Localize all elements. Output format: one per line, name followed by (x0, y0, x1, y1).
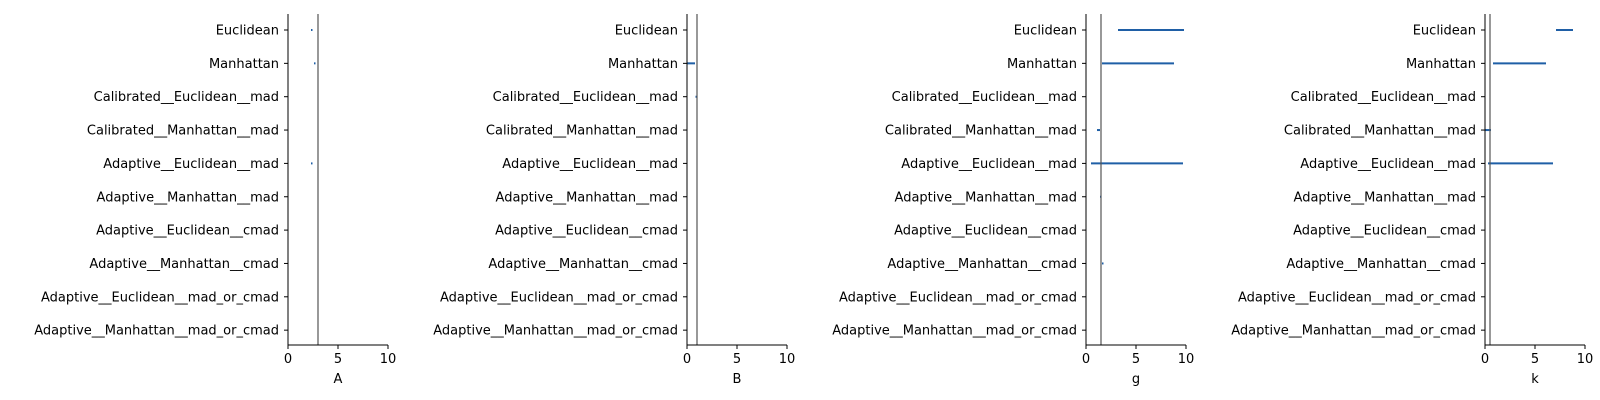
y-tick-label: Adaptive__Euclidean__mad (502, 157, 678, 172)
chart-panel-k: Euclidean Manhattan Calibrated__Euclidean_… (1231, 14, 1593, 387)
y-tick-label: Euclidean (216, 24, 279, 39)
y-tick-label: Manhattan (209, 57, 279, 72)
y-tick-label: Adaptive__Euclidean__cmad (1293, 224, 1476, 239)
chart-panel-B: Euclidean Manhattan Calibrated__Euclidean_… (433, 14, 795, 387)
x-tick-label: 10 (1178, 352, 1195, 367)
x-axis-title: B (733, 372, 742, 387)
x-tick-label: 10 (779, 352, 796, 367)
y-tick-label: Adaptive__Euclidean__mad_or_cmad (839, 290, 1077, 305)
y-tick-label: Manhattan (608, 57, 678, 72)
y-tick-label: Calibrated__Manhattan__mad (486, 124, 678, 139)
x-tick-label: 0 (1082, 352, 1090, 367)
y-tick-label: Euclidean (1014, 24, 1077, 39)
y-tick-label: Euclidean (1413, 24, 1476, 39)
y-tick-label: Adaptive__Euclidean__mad (1300, 157, 1476, 172)
x-axis-title: g (1132, 372, 1140, 387)
y-tick-label: Calibrated__Euclidean__mad (892, 90, 1077, 105)
y-tick-label: Manhattan (1007, 57, 1077, 72)
y-tick-label: Adaptive__Manhattan__cmad (488, 257, 678, 272)
y-tick-label: Adaptive__Euclidean__mad_or_cmad (440, 290, 678, 305)
x-tick-label: 0 (284, 352, 292, 367)
y-tick-label: Adaptive__Manhattan__mad (496, 190, 678, 205)
x-tick-label: 5 (733, 352, 741, 367)
chart-panel-g: Euclidean Manhattan Calibrated__Euclidean_… (832, 14, 1194, 387)
x-tick-label: 10 (1577, 352, 1594, 367)
x-tick-label: 5 (1531, 352, 1539, 367)
x-tick-label: 5 (1132, 352, 1140, 367)
x-tick-label: 10 (380, 352, 397, 367)
x-tick-label: 0 (683, 352, 691, 367)
x-axis-title: k (1531, 372, 1539, 387)
x-axis-title: A (334, 372, 343, 387)
x-tick-label: 5 (334, 352, 342, 367)
y-tick-label: Adaptive__Euclidean__mad (103, 157, 279, 172)
y-tick-label: Adaptive__Manhattan__mad_or_cmad (433, 324, 678, 339)
y-tick-label: Adaptive__Euclidean__cmad (96, 224, 279, 239)
y-tick-label: Adaptive__Manhattan__cmad (89, 257, 279, 272)
y-tick-label: Calibrated__Euclidean__mad (94, 90, 279, 105)
y-tick-label: Adaptive__Manhattan__mad (97, 190, 279, 205)
y-tick-label: Euclidean (615, 24, 678, 39)
x-tick-label: 0 (1481, 352, 1489, 367)
y-tick-label: Adaptive__Manhattan__mad (1294, 190, 1476, 205)
y-tick-label: Adaptive__Euclidean__mad (901, 157, 1077, 172)
y-tick-label: Adaptive__Euclidean__cmad (495, 224, 678, 239)
y-tick-label: Calibrated__Euclidean__mad (493, 90, 678, 105)
y-tick-label: Calibrated__Manhattan__mad (1284, 124, 1476, 139)
y-tick-label: Adaptive__Euclidean__mad_or_cmad (1238, 290, 1476, 305)
y-tick-label: Calibrated__Euclidean__mad (1291, 90, 1476, 105)
y-tick-label: Adaptive__Manhattan__cmad (1286, 257, 1476, 272)
y-tick-label: Adaptive__Manhattan__mad_or_cmad (832, 324, 1077, 339)
y-tick-label: Calibrated__Manhattan__mad (87, 124, 279, 139)
y-tick-label: Adaptive__Manhattan__mad_or_cmad (34, 324, 279, 339)
chart-panel-A: Euclidean Manhattan Calibrated__Euclidean_… (34, 14, 396, 387)
y-tick-label: Manhattan (1406, 57, 1476, 72)
y-tick-label: Calibrated__Manhattan__mad (885, 124, 1077, 139)
y-tick-label: Adaptive__Manhattan__cmad (887, 257, 1077, 272)
y-tick-label: Adaptive__Euclidean__cmad (894, 224, 1077, 239)
y-tick-label: Adaptive__Manhattan__mad (895, 190, 1077, 205)
y-tick-label: Adaptive__Euclidean__mad_or_cmad (41, 290, 279, 305)
y-tick-label: Adaptive__Manhattan__mad_or_cmad (1231, 324, 1476, 339)
